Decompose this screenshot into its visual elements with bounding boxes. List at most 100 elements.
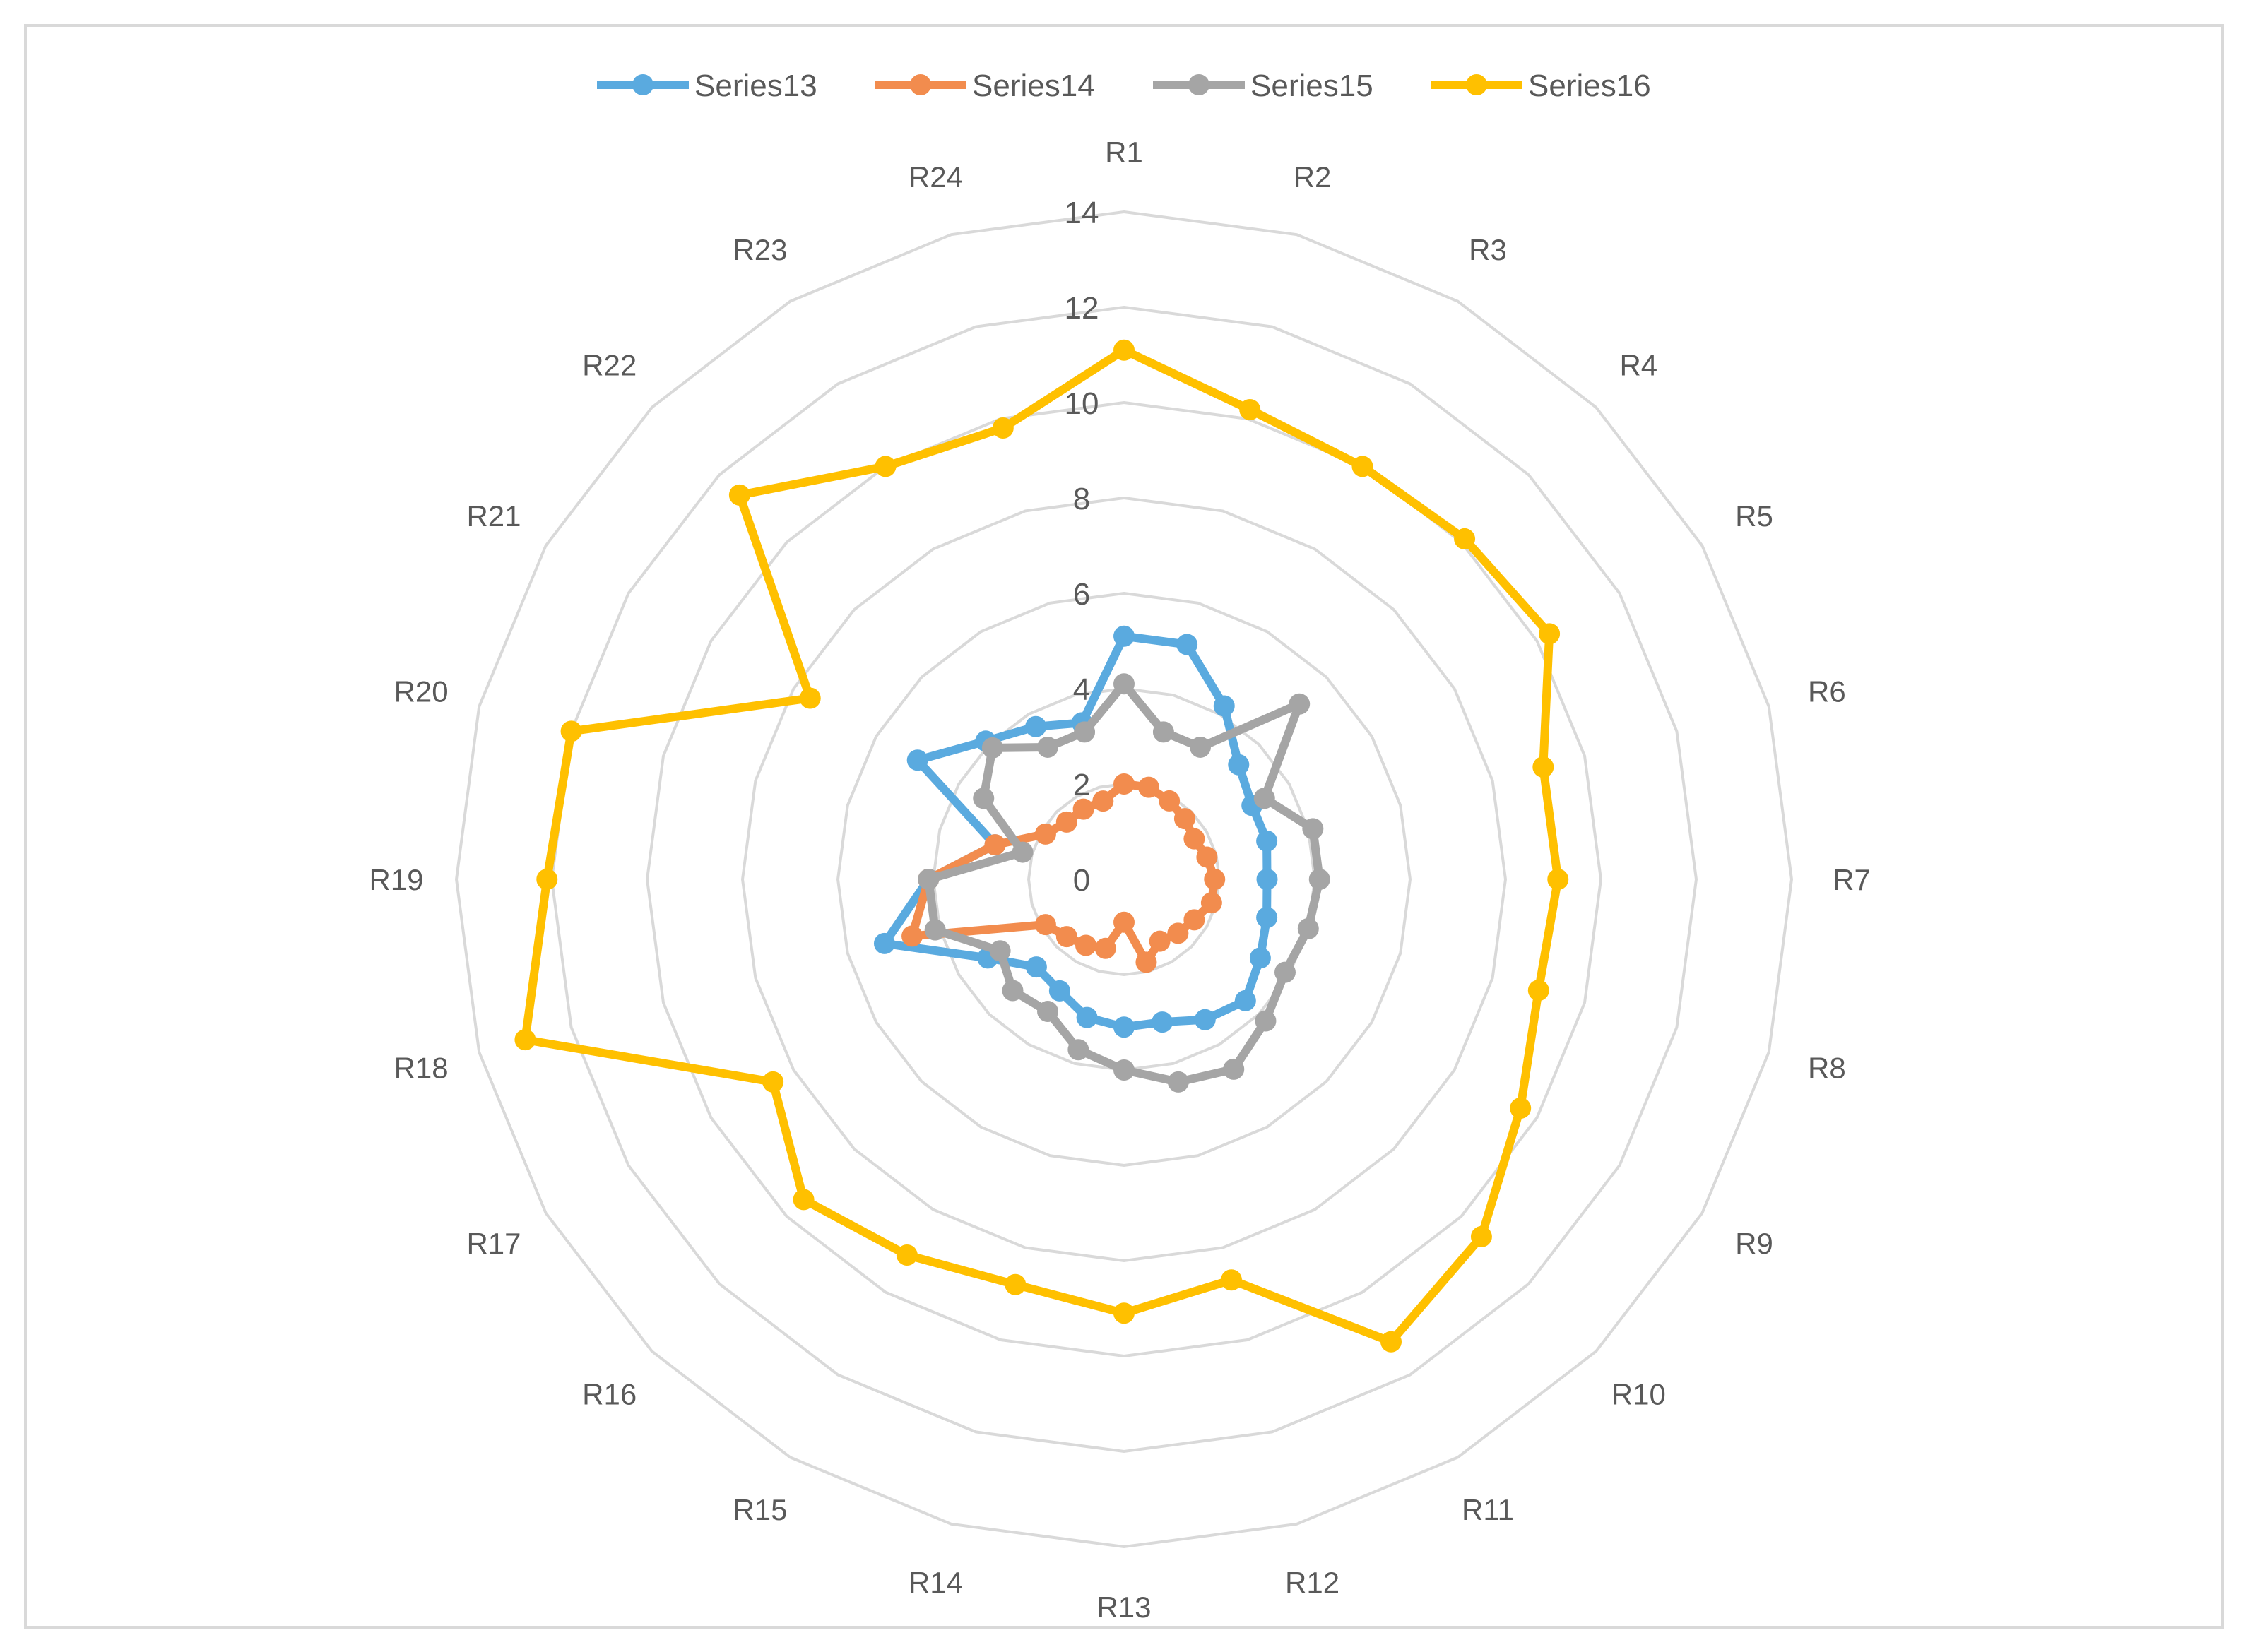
category-label-r4: R4: [1619, 349, 1657, 382]
data-point-series13-r7: [1256, 869, 1278, 890]
data-point-series16-r19: [536, 869, 558, 890]
data-point-series14-r10: [1167, 922, 1189, 944]
category-label-r5: R5: [1735, 499, 1773, 533]
legend-label: Series15: [1250, 69, 1373, 103]
data-point-series16-r5: [1539, 623, 1561, 645]
data-point-series13-r11: [1194, 1009, 1216, 1030]
tick-label: 2: [1073, 768, 1090, 802]
category-label-r3: R3: [1469, 233, 1507, 266]
data-point-series16-r15: [896, 1244, 918, 1266]
grid-ring-8: [740, 496, 1508, 1263]
data-point-series14-r4: [1173, 808, 1195, 830]
data-point-series15-r12: [1167, 1071, 1189, 1093]
data-point-series16-r16: [793, 1189, 815, 1211]
data-point-series13-r14: [1076, 1006, 1098, 1028]
data-point-series13-r9: [1249, 947, 1271, 969]
data-point-series13-r1: [1113, 625, 1135, 647]
data-point-series14-r20: [984, 834, 1006, 856]
legend-swatch-marker: [1188, 74, 1209, 95]
legend-swatch-marker: [632, 74, 653, 95]
data-point-series15-r22: [981, 737, 1003, 759]
data-point-series16-r17: [762, 1071, 784, 1093]
legend-label: Series13: [694, 69, 817, 103]
data-point-series15-r10: [1255, 1010, 1277, 1032]
category-label-r19: R19: [369, 863, 423, 896]
data-point-series15-r1: [1113, 673, 1135, 695]
legend-item-series13: Series13: [597, 69, 817, 103]
data-point-series13-r3: [1213, 695, 1235, 717]
data-point-series15-r19: [918, 869, 940, 890]
category-label-r8: R8: [1808, 1052, 1846, 1085]
data-point-series14-r17: [1034, 914, 1056, 936]
data-point-series16-r18: [514, 1029, 536, 1051]
data-point-series16-r13: [1113, 1302, 1135, 1324]
data-point-series14-r11: [1149, 930, 1171, 952]
data-point-series15-r20: [1012, 841, 1034, 863]
data-point-series16-r4: [1454, 528, 1476, 549]
tick-layer: 0 2 4 6 8 10 12 14: [1065, 196, 1099, 898]
data-point-series14-r24: [1092, 790, 1114, 812]
data-point-series14-r1: [1113, 773, 1135, 795]
data-point-series14-r8: [1200, 892, 1222, 914]
grid-ring-12: [550, 305, 1698, 1454]
tick-label: 10: [1065, 386, 1099, 421]
data-point-series13-r6: [1256, 830, 1278, 852]
data-point-series13-r15: [1048, 980, 1070, 1002]
data-point-series14-r14: [1094, 937, 1116, 959]
legend-swatch-marker: [910, 74, 931, 95]
data-point-series14-r5: [1183, 828, 1205, 850]
category-label-r14: R14: [909, 1566, 963, 1599]
data-point-series15-r14: [1067, 1039, 1089, 1061]
data-point-series15-r17: [989, 940, 1011, 962]
data-point-series15-r8: [1297, 917, 1319, 939]
data-point-series14-r16: [1055, 926, 1077, 948]
grid-ring-6: [836, 591, 1412, 1167]
data-point-series14-r18: [901, 925, 923, 947]
data-point-series15-r13: [1113, 1059, 1135, 1081]
series-series14: [901, 773, 1226, 973]
data-point-series15-r9: [1274, 961, 1296, 983]
legend-item-series15: Series15: [1153, 69, 1373, 103]
data-point-series15-r4: [1289, 693, 1311, 715]
data-point-series13-r8: [1256, 907, 1278, 929]
data-point-series13-r4: [1228, 754, 1250, 776]
data-point-series14-r2: [1137, 776, 1159, 798]
data-point-series14-r12: [1135, 951, 1157, 973]
chart-frame: [24, 24, 2224, 1629]
data-point-series16-r23: [875, 456, 897, 477]
data-point-series13-r23: [1025, 715, 1047, 737]
data-point-series14-r7: [1204, 869, 1226, 890]
data-point-series15-r2: [1152, 721, 1174, 743]
series-line-series16: [521, 345, 1563, 1346]
tick-label: 6: [1073, 577, 1090, 612]
category-label-r11: R11: [1462, 1493, 1514, 1526]
data-point-series14-r15: [1075, 934, 1096, 956]
data-point-series16-r7: [1547, 869, 1569, 890]
category-label-r10: R10: [1611, 1377, 1666, 1410]
data-point-series16-r12: [1220, 1269, 1242, 1291]
legend-item-series14: Series14: [875, 69, 1095, 103]
data-point-series15-r5: [1253, 788, 1275, 809]
tick-label: 12: [1065, 291, 1099, 326]
legend-item-series16: Series16: [1431, 69, 1651, 103]
data-point-series16-r9: [1510, 1098, 1532, 1119]
data-point-series15-r7: [1308, 869, 1330, 890]
category-label-r7: R7: [1833, 863, 1871, 896]
data-point-series14-r3: [1159, 790, 1181, 812]
data-point-series13-r18: [873, 932, 895, 954]
category-label-r23: R23: [733, 233, 787, 266]
data-point-series13-r16: [1025, 956, 1047, 978]
category-label-r6: R6: [1808, 675, 1846, 708]
data-point-series16-r1: [1113, 339, 1135, 361]
data-point-series16-r14: [1005, 1273, 1027, 1295]
legend: Series13 Series14 Series15 Series16: [597, 69, 1651, 103]
category-label-r17: R17: [466, 1227, 521, 1260]
data-point-series14-r6: [1196, 846, 1218, 868]
data-point-series14-r22: [1055, 811, 1077, 833]
category-label-r12: R12: [1285, 1566, 1339, 1599]
data-point-series15-r15: [1037, 1001, 1058, 1023]
data-point-series13-r13: [1113, 1016, 1135, 1038]
data-point-series13-r2: [1176, 634, 1198, 655]
tick-label: 0: [1073, 863, 1090, 898]
